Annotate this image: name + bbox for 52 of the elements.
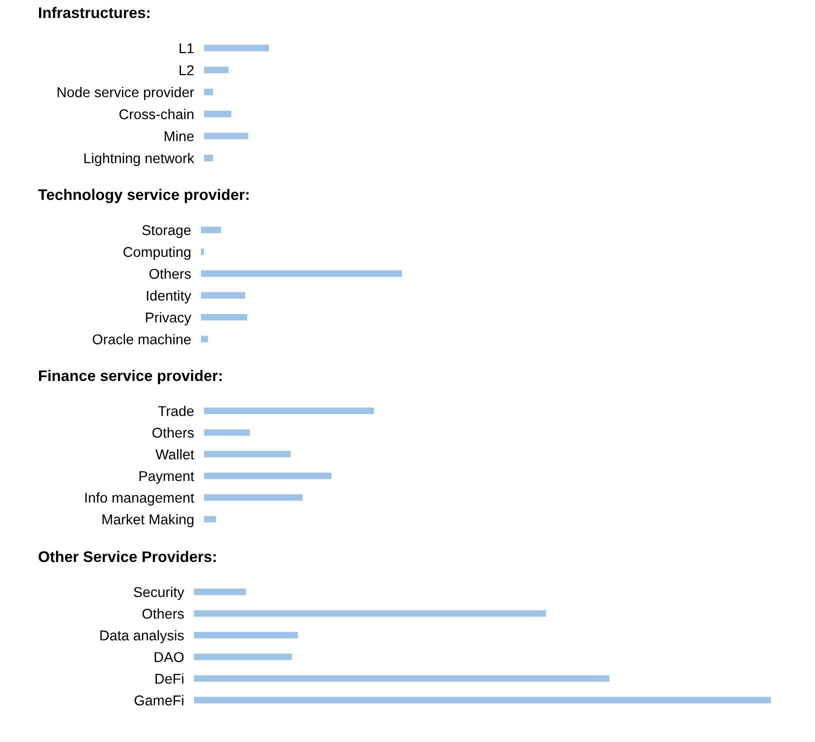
y-tick-label: DeFi	[156, 673, 184, 684]
bar	[201, 248, 204, 256]
bar	[201, 314, 248, 321]
bar	[194, 588, 246, 596]
bar	[204, 429, 250, 436]
y-tick-label: Cross-chain	[119, 108, 194, 120]
bar	[204, 408, 374, 414]
y-tick-label: Computing	[123, 246, 190, 260]
y-tick-label: Trade	[158, 406, 194, 416]
chart-title: Finance service provider:	[39, 370, 222, 384]
y-tick-label: Data analysis	[100, 630, 184, 644]
bar	[204, 44, 269, 52]
y-tick-label: Identity	[146, 290, 192, 304]
bar	[194, 675, 610, 682]
bar	[194, 654, 292, 660]
bar	[204, 110, 232, 118]
chart-title: Infrastructures:	[39, 6, 150, 18]
y-tick-label: L1	[180, 43, 194, 54]
y-tick-label: Others	[142, 608, 184, 619]
bar	[204, 88, 214, 96]
bar	[201, 292, 246, 299]
bar	[194, 632, 298, 638]
y-tick-label: Storage	[142, 225, 191, 238]
bar	[194, 696, 771, 704]
y-tick-label: Wallet	[156, 449, 194, 460]
y-tick-label: GameFi	[134, 695, 184, 706]
bar	[201, 226, 222, 234]
y-tick-label: DAO	[154, 652, 184, 662]
bar	[204, 66, 229, 74]
y-tick-label: Payment	[140, 471, 194, 484]
y-tick-label: Others	[152, 427, 194, 438]
chart-title: Other Service Providers:	[38, 550, 216, 562]
bar	[204, 132, 248, 140]
y-tick-label: L2	[180, 65, 194, 76]
bar	[194, 610, 546, 617]
y-tick-label: Mine	[164, 130, 194, 142]
bar	[204, 450, 291, 458]
bar	[204, 494, 303, 501]
bar	[204, 516, 216, 522]
y-tick-label: Security	[134, 586, 184, 600]
y-tick-label: Privacy	[146, 312, 192, 326]
chart-title: Technology service provider:	[38, 188, 249, 204]
bar	[204, 472, 332, 480]
y-tick-label: Lightning network	[84, 152, 194, 166]
y-tick-label: Others	[149, 268, 191, 279]
bar	[201, 270, 402, 277]
y-tick-label: Info management	[85, 492, 194, 506]
y-tick-label: Oracle machine	[92, 334, 191, 344]
y-tick-label: Node service provider	[58, 86, 194, 100]
bar	[204, 154, 214, 162]
bar	[201, 336, 208, 342]
y-tick-label: Market Making	[102, 514, 194, 528]
